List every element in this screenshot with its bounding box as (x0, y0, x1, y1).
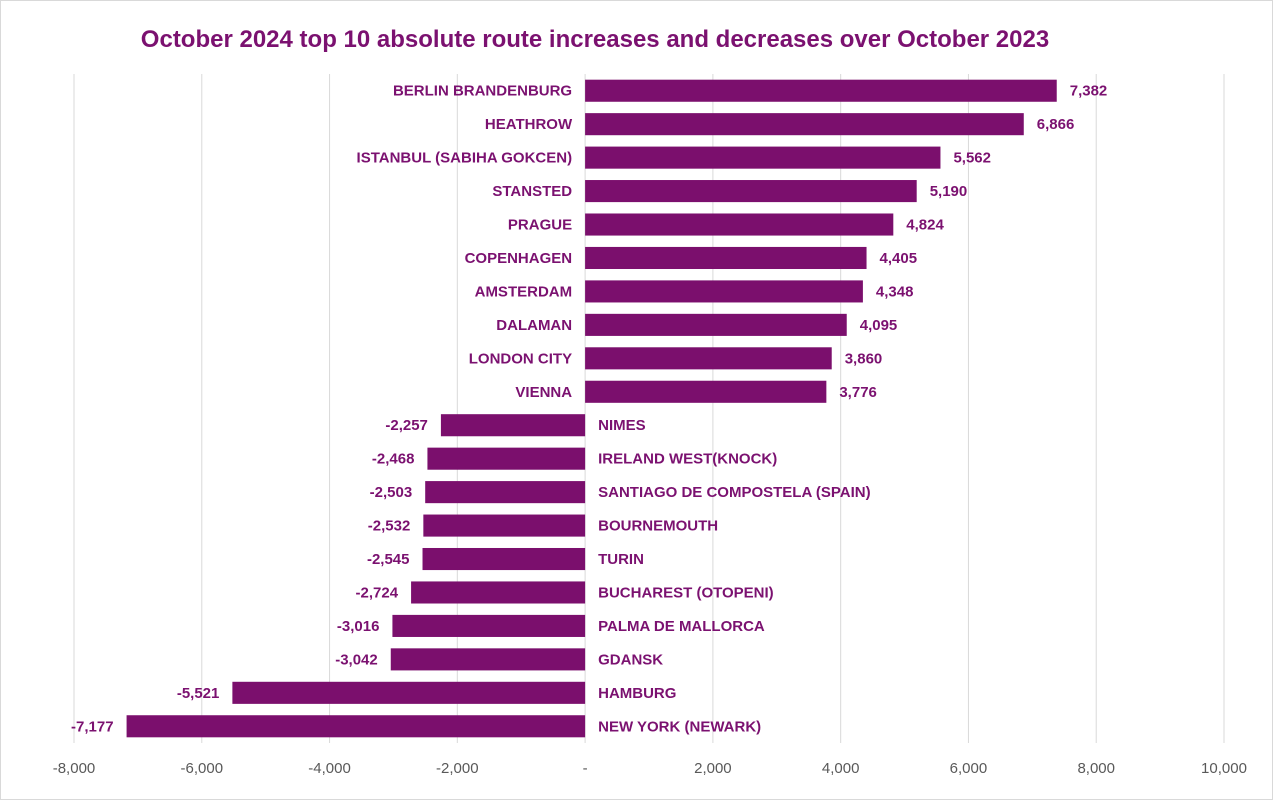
data-label: 4,405 (880, 250, 918, 267)
bars (126, 79, 1057, 738)
x-tick-label: 4,000 (822, 760, 860, 777)
x-tick-label: 2,000 (694, 760, 732, 777)
bar (585, 113, 1024, 136)
category-label: NEW YORK (NEWARK) (598, 718, 761, 735)
bar (422, 547, 586, 571)
x-tick-label: -2,000 (436, 760, 479, 777)
category-label: IRELAND WEST(KNOCK) (598, 451, 777, 468)
category-label: COPENHAGEN (465, 250, 573, 267)
bar (585, 79, 1057, 102)
bar (423, 514, 586, 537)
bar (390, 648, 586, 671)
x-tick-label: 10,000 (1201, 760, 1247, 777)
category-label: STANSTED (492, 183, 572, 200)
bar (585, 146, 941, 169)
x-tick-label: 6,000 (950, 760, 988, 777)
category-label: TURIN (598, 551, 644, 568)
category-label: AMSTERDAM (475, 283, 573, 300)
data-label: -3,042 (335, 651, 378, 668)
data-label: -2,532 (368, 518, 411, 535)
bar (425, 481, 586, 504)
category-label: HEATHROW (485, 116, 573, 133)
gridlines (73, 74, 1225, 743)
data-label: -2,503 (370, 484, 413, 501)
data-label: -3,016 (337, 618, 380, 635)
category-label: NIMES (598, 417, 646, 434)
category-label: LONDON CITY (469, 350, 572, 367)
x-tick-label: -4,000 (308, 760, 351, 777)
bar (411, 581, 586, 604)
category-label: GDANSK (598, 651, 663, 668)
category-label: BUCHAREST (OTOPENI) (598, 584, 774, 601)
x-tick-label: 8,000 (1077, 760, 1115, 777)
data-label: 4,348 (876, 283, 914, 300)
bar (585, 180, 917, 203)
bar (392, 614, 586, 637)
bar (585, 347, 832, 370)
data-label: -2,545 (367, 551, 410, 568)
x-tick-label: -8,000 (53, 760, 96, 777)
data-label: 7,382 (1070, 83, 1108, 100)
value-labels: 7,382 6,866 5,562 5,190 4,824 4,405 4,348 4,095… (71, 83, 1107, 736)
bar (585, 246, 867, 270)
data-label: 3,860 (845, 350, 883, 367)
category-label: SANTIAGO DE COMPOSTELA (SPAIN) (598, 484, 871, 501)
category-label: BERLIN BRANDENBURG (393, 83, 572, 100)
data-label: 5,562 (953, 150, 991, 167)
data-label: -2,724 (356, 584, 399, 601)
bar (585, 313, 847, 336)
bar (585, 280, 863, 303)
bar (585, 380, 827, 403)
bar (440, 414, 586, 437)
bar (427, 447, 586, 470)
category-label: VIENNA (515, 384, 572, 401)
category-label: PRAGUE (508, 217, 572, 234)
bar (126, 715, 586, 738)
data-label: 5,190 (930, 183, 968, 200)
data-label: 4,095 (860, 317, 898, 334)
bar (585, 213, 894, 236)
data-label: -2,468 (372, 451, 415, 468)
category-label: BOURNEMOUTH (598, 518, 718, 535)
category-label: HAMBURG (598, 685, 676, 702)
x-axis-ticks: -8,000 -6,000 -4,000 -2,000-2,000 4,000 6,000… (53, 760, 1247, 777)
category-label: PALMA DE MALLORCA (598, 618, 765, 635)
category-label: DALAMAN (496, 317, 572, 334)
x-tick-label: - (583, 760, 588, 777)
data-label: 3,776 (839, 384, 877, 401)
data-label: -5,521 (177, 685, 220, 702)
data-label: 6,866 (1037, 116, 1075, 133)
chart-title: October 2024 top 10 absolute route incre… (140, 26, 1050, 53)
data-label: -2,257 (385, 417, 428, 434)
data-label: 4,824 (906, 217, 944, 234)
x-tick-label: -6,000 (181, 760, 224, 777)
data-label: -7,177 (71, 718, 114, 735)
bar (232, 681, 586, 704)
category-label: ISTANBUL (SABIHA GOKCEN) (357, 150, 573, 167)
category-labels: BERLIN BRANDENBURG HEATHROW ISTANBUL (SABI… (357, 83, 871, 736)
